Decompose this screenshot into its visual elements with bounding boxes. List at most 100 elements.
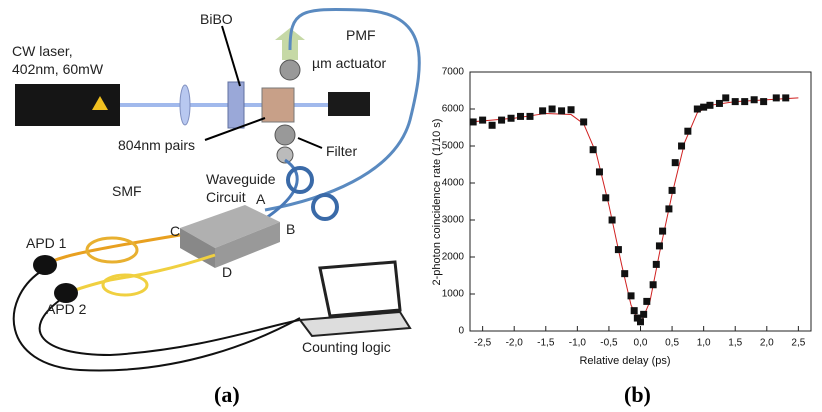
x-tick-label: -2,0: [506, 338, 524, 349]
data-point: [488, 121, 496, 129]
data-point: [469, 118, 477, 126]
y-axis-label: 2-photon coincidence rate (1/10 s): [431, 119, 443, 286]
laptop-screen: [318, 260, 402, 318]
data-point: [772, 94, 780, 102]
x-tick-label: 2,0: [760, 338, 774, 349]
x-axis-label: Relative delay (ps): [579, 355, 670, 367]
label: 402nm, 60mW: [12, 61, 104, 77]
sm-fiber: [69, 253, 216, 294]
data-point: [659, 227, 667, 235]
data-point: [498, 116, 506, 124]
pm-fiber-2: [259, 158, 299, 224]
y-tick-label: 0: [458, 326, 464, 337]
y-tick-label: 7000: [442, 67, 465, 78]
data-point: [741, 98, 749, 106]
data-point: [678, 142, 686, 150]
data-point: [627, 292, 635, 300]
x-tick-label: 1,0: [697, 338, 711, 349]
prism: [261, 87, 295, 123]
label: CW laser,: [12, 43, 73, 59]
plot-frame: [469, 71, 812, 332]
label: Counting logic: [302, 339, 391, 355]
fiber-coil: [85, 236, 139, 264]
data-point: [614, 246, 622, 254]
caption: (b): [624, 382, 651, 407]
waveguide-front: [215, 222, 280, 268]
data-point: [580, 118, 588, 126]
label: D: [222, 264, 232, 280]
data-point: [760, 98, 768, 106]
fit-curve: [469, 97, 799, 325]
data-point: [637, 318, 644, 326]
laptop-base: [298, 310, 412, 338]
label: APD 1: [26, 235, 67, 251]
label: µm actuator: [312, 55, 387, 71]
label: C: [170, 223, 180, 239]
data-point: [548, 105, 556, 113]
data-point: [693, 105, 701, 113]
lens: [179, 84, 191, 126]
cable: [12, 271, 301, 372]
beam-dump: [328, 92, 370, 116]
data-point: [671, 159, 679, 167]
x-tick-label: -0,5: [600, 338, 618, 349]
label: Filter: [326, 143, 357, 159]
data-point: [643, 297, 651, 305]
label: BiBO: [200, 11, 233, 27]
data-point: [630, 307, 638, 315]
setup-diagram: CW laser, 402nm, 60mW BiBO PMF µm actuat…: [12, 8, 421, 407]
data-point: [668, 186, 676, 194]
pointer: [297, 137, 323, 149]
y-tick-label: 6000: [442, 104, 465, 115]
bibo-crystal: [227, 81, 245, 129]
data-point: [655, 242, 663, 250]
data-point: [567, 106, 575, 114]
label: Waveguide: [206, 171, 276, 187]
x-tick-label: 0,5: [665, 338, 679, 349]
data-point: [640, 310, 648, 318]
sm-fiber: [49, 233, 181, 264]
label: 804nm pairs: [118, 137, 195, 153]
fiber-coil: [286, 166, 314, 194]
data-point: [602, 194, 610, 202]
data-point: [782, 94, 790, 102]
data-point: [750, 96, 758, 104]
label: APD 2: [46, 301, 87, 317]
filter-optic: [274, 124, 296, 146]
pointer: [204, 117, 266, 141]
fiber-coil: [311, 193, 339, 221]
x-tick-label: -1,5: [537, 338, 555, 349]
data-point: [479, 116, 487, 124]
y-tick-label: 5000: [442, 141, 465, 152]
pm-fiber: [264, 8, 421, 212]
waveguide-top: [180, 205, 280, 248]
data-point: [722, 94, 730, 102]
data-point: [608, 216, 616, 224]
label: PMF: [346, 27, 376, 43]
data-point: [652, 260, 660, 268]
data-point: [665, 205, 673, 213]
apd-2: [54, 283, 78, 303]
label: B: [286, 221, 295, 237]
data-point: [706, 101, 714, 109]
caption: (a): [214, 382, 240, 407]
y-tick-label: 2000: [442, 252, 465, 263]
data-point: [517, 112, 525, 120]
y-tick-label: 4000: [442, 178, 465, 189]
pointer: [221, 25, 241, 87]
actuator-optic: [279, 59, 301, 81]
x-tick-label: 2,5: [791, 338, 805, 349]
data-point: [633, 314, 641, 322]
apd-1: [33, 255, 57, 275]
data-point: [621, 270, 629, 278]
laser-warning: [92, 96, 108, 110]
x-tick-label: 0,0: [634, 338, 648, 349]
label: A: [256, 191, 266, 207]
data-point: [684, 127, 692, 135]
label: Circuit: [206, 189, 246, 205]
y-tick-label: 3000: [442, 215, 465, 226]
data-point: [595, 168, 603, 176]
fiber-coupler: [276, 146, 294, 164]
data-point: [589, 146, 597, 154]
